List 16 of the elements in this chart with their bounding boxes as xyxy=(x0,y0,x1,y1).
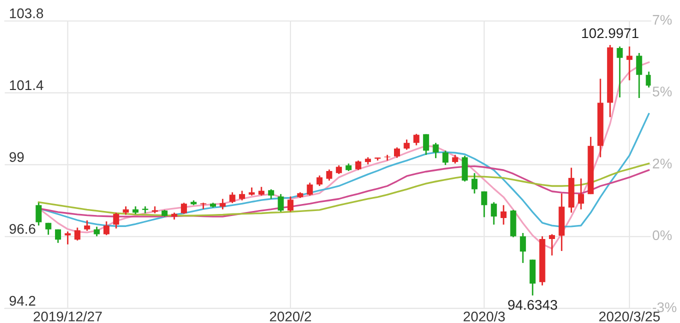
y-tick-label: 101.4 xyxy=(10,80,44,90)
y2-tick-label: 7% xyxy=(652,14,672,25)
x-tick-label: 2019/12/27 xyxy=(34,311,102,322)
x-tick-label: 2020/3/25 xyxy=(599,311,660,322)
y2-tick-label: 5% xyxy=(652,86,672,96)
y2-tick-label: 0% xyxy=(652,230,672,240)
x-tick-label: 2020/3 xyxy=(464,311,505,322)
annotation: 94.6343 xyxy=(508,300,558,310)
y-tick-label: 99 xyxy=(10,152,24,162)
x-tick-label: 2020/2 xyxy=(270,311,312,322)
y-tick-label: 103.8 xyxy=(10,8,44,18)
y2-tick-label: -3% xyxy=(652,302,676,312)
y2-tick-label: 2% xyxy=(652,158,672,168)
y-tick-label: 94.2 xyxy=(10,296,36,306)
y-tick-label: 96.6 xyxy=(10,224,36,234)
annotation: 102.9971 xyxy=(582,28,638,38)
